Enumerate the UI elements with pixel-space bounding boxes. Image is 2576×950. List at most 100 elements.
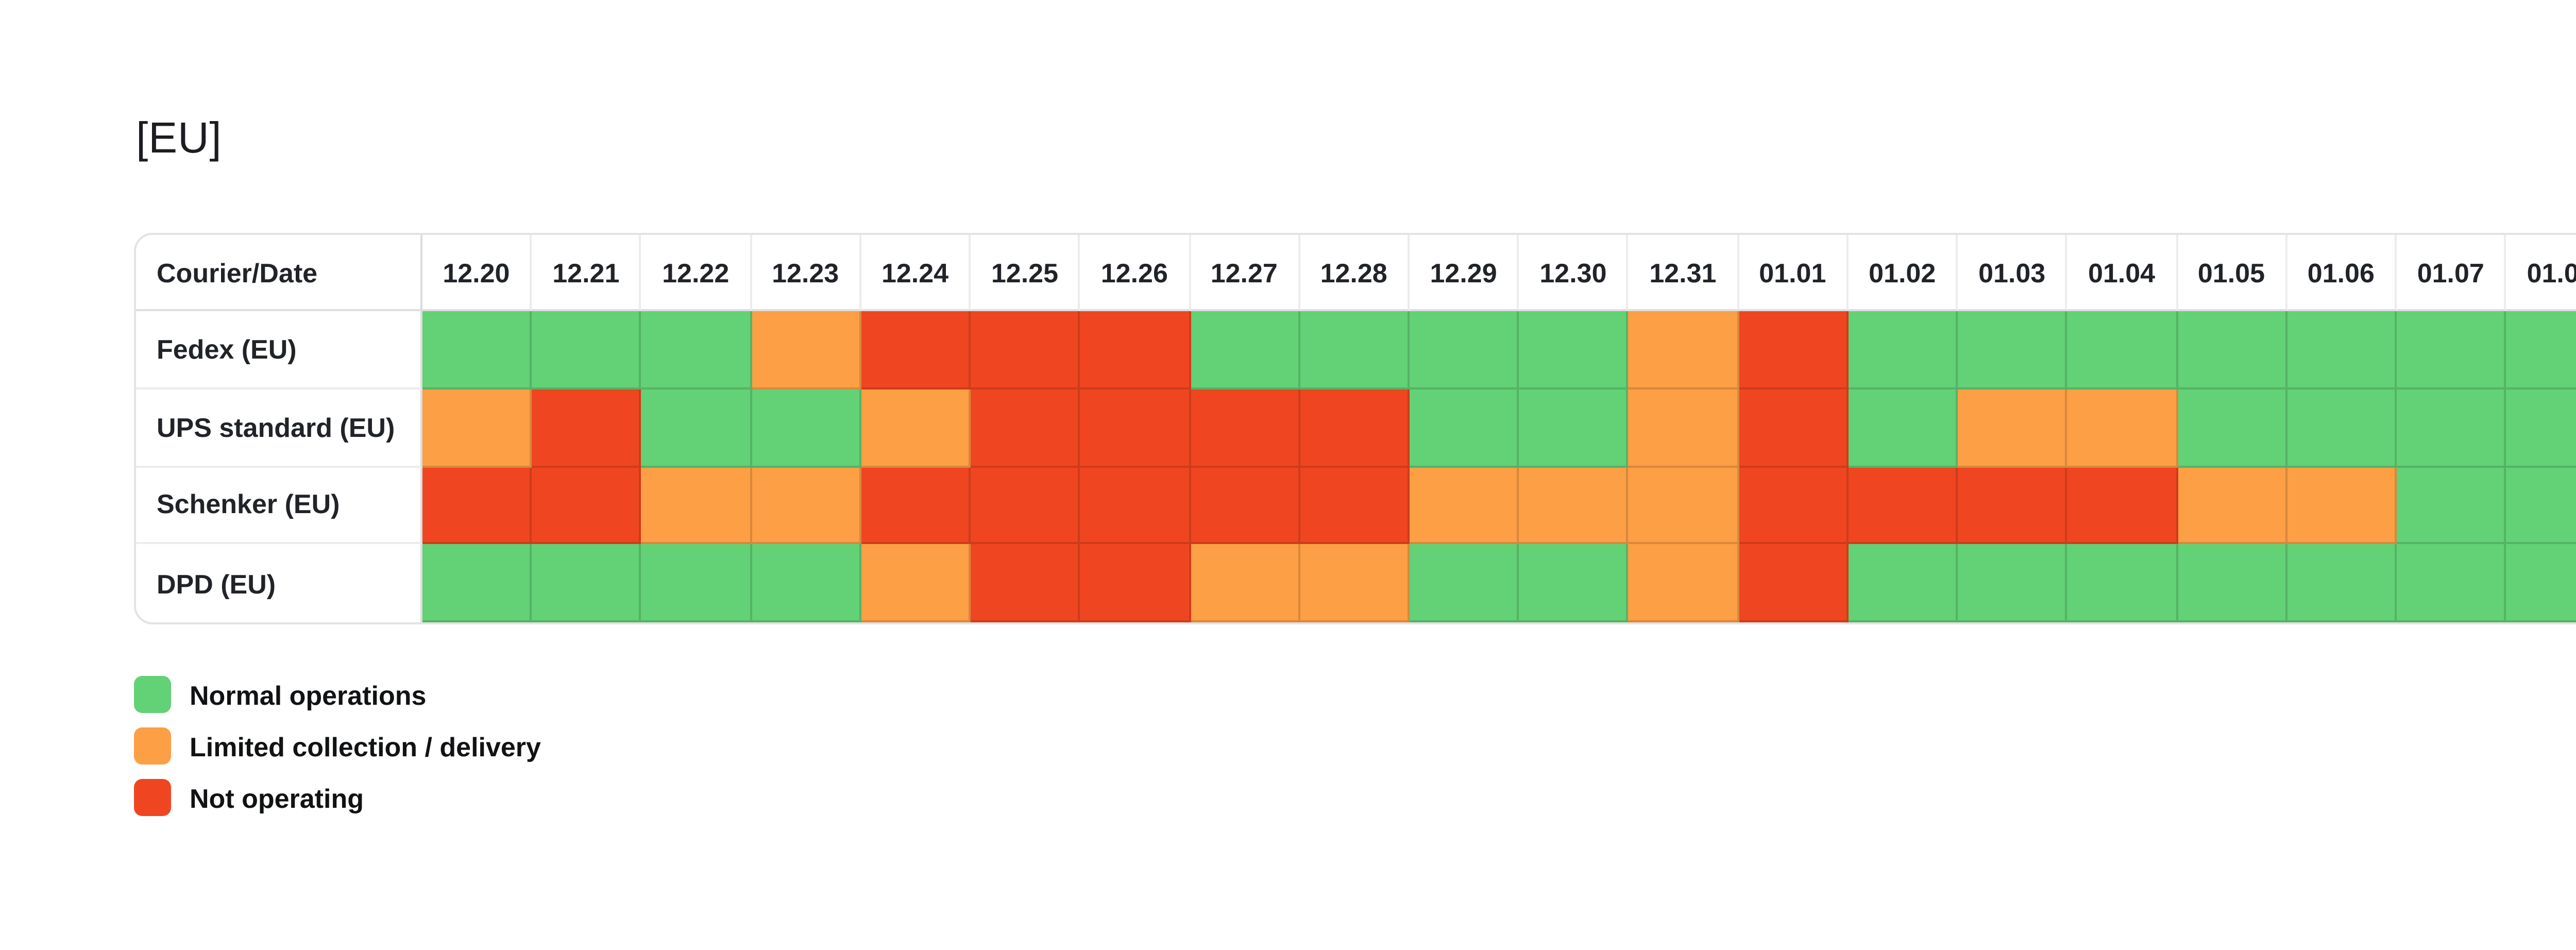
status-cell-normal <box>1519 389 1629 467</box>
column-header-date: 12.29 <box>1410 235 1520 311</box>
legend: Normal operations Limited collection / de… <box>134 676 541 816</box>
status-cell-normal <box>1410 389 1520 467</box>
status-cell-limited <box>1410 467 1520 545</box>
status-cell-not <box>422 467 532 545</box>
status-cell-normal <box>2287 545 2397 622</box>
status-cell-normal <box>2177 389 2287 467</box>
status-cell-not <box>1300 467 1410 545</box>
status-cell-normal <box>1410 311 1520 389</box>
status-cell-normal <box>2506 545 2576 622</box>
page-title: [EU] <box>136 115 222 163</box>
status-cell-limited <box>1629 311 1739 389</box>
status-cell-normal <box>1519 545 1629 622</box>
legend-item: Not operating <box>134 779 541 816</box>
status-cell-normal <box>1848 389 1958 467</box>
status-cell-normal <box>1190 311 1300 389</box>
column-header-date: 12.31 <box>1629 235 1739 311</box>
column-header-date: 01.08 <box>2506 235 2576 311</box>
status-cell-not <box>1738 389 1849 467</box>
row-label-courier: Schenker (EU) <box>136 467 422 545</box>
status-cell-limited <box>1629 389 1739 467</box>
status-cell-normal <box>2177 311 2287 389</box>
status-cell-not <box>532 389 642 467</box>
status-cell-limited <box>1300 545 1410 622</box>
status-cell-limited <box>751 311 861 389</box>
status-cell-normal <box>2397 545 2507 622</box>
status-cell-normal <box>1848 311 1958 389</box>
status-cell-normal <box>2506 467 2576 545</box>
status-cell-limited <box>641 467 752 545</box>
status-cell-not <box>1190 467 1300 545</box>
status-cell-limited <box>1958 389 2068 467</box>
courier-status-table: Courier/Date 12.20 12.21 12.22 12.23 12.24 12.… <box>134 233 2576 624</box>
status-cell-not <box>1080 311 1191 389</box>
status-cell-not <box>1738 311 1849 389</box>
status-cell-normal <box>2506 389 2576 467</box>
status-cell-normal <box>2067 311 2178 389</box>
column-header-date: 12.26 <box>1080 235 1191 311</box>
column-header-courier-date: Courier/Date <box>136 235 422 311</box>
status-cell-normal <box>1410 545 1520 622</box>
status-cell-normal <box>751 545 861 622</box>
status-cell-not <box>1738 545 1849 622</box>
status-cell-limited <box>1519 467 1629 545</box>
row-label-courier: DPD (EU) <box>136 545 422 622</box>
status-cell-limited <box>2287 467 2397 545</box>
status-cell-normal <box>2397 311 2507 389</box>
status-cell-not <box>1080 545 1191 622</box>
status-cell-normal <box>641 311 752 389</box>
status-cell-normal <box>422 311 532 389</box>
status-cell-normal <box>1848 545 1958 622</box>
status-cell-normal <box>1519 311 1629 389</box>
status-cell-limited <box>1629 545 1739 622</box>
column-header-date: 12.23 <box>751 235 861 311</box>
status-cell-normal <box>532 311 642 389</box>
column-header-date: 12.24 <box>861 235 971 311</box>
legend-label: Limited collection / delivery <box>190 731 541 761</box>
status-cell-not <box>1958 467 2068 545</box>
status-cell-normal <box>2397 389 2507 467</box>
column-header-date: 12.21 <box>532 235 642 311</box>
status-cell-normal <box>1300 311 1410 389</box>
status-cell-normal <box>1958 545 2068 622</box>
status-cell-limited <box>422 389 532 467</box>
status-cell-normal <box>2287 311 2397 389</box>
status-cell-not <box>532 467 642 545</box>
status-cell-normal <box>2397 467 2507 545</box>
column-header-date: 01.06 <box>2287 235 2397 311</box>
status-cell-not <box>2067 467 2178 545</box>
status-cell-normal <box>641 389 752 467</box>
column-header-date: 12.28 <box>1300 235 1410 311</box>
status-cell-normal <box>641 545 752 622</box>
status-cell-normal <box>2287 389 2397 467</box>
status-cell-normal <box>1958 311 2068 389</box>
status-cell-normal <box>2177 545 2287 622</box>
status-cell-limited <box>861 545 971 622</box>
column-header-date: 12.27 <box>1190 235 1300 311</box>
legend-item: Normal operations <box>134 676 541 713</box>
column-header-date: 01.05 <box>2177 235 2287 311</box>
legend-swatch-normal <box>134 676 171 713</box>
status-cell-limited <box>751 467 861 545</box>
status-cell-not <box>861 467 971 545</box>
status-cell-not <box>971 545 1081 622</box>
status-cell-not <box>861 311 971 389</box>
status-cell-not <box>971 389 1081 467</box>
status-cell-limited <box>2177 467 2287 545</box>
status-cell-not <box>1848 467 1958 545</box>
column-header-date: 12.30 <box>1519 235 1629 311</box>
status-cell-limited <box>861 389 971 467</box>
status-cell-normal <box>532 545 642 622</box>
status-cell-limited <box>2067 389 2178 467</box>
row-label-courier: UPS standard (EU) <box>136 389 422 467</box>
column-header-date: 12.20 <box>422 235 532 311</box>
status-cell-normal <box>2506 311 2576 389</box>
column-header-date: 12.25 <box>971 235 1081 311</box>
status-cell-not <box>971 311 1081 389</box>
status-cell-not <box>1080 467 1191 545</box>
column-header-date: 01.01 <box>1738 235 1849 311</box>
status-cell-normal <box>751 389 861 467</box>
status-cell-limited <box>1190 545 1300 622</box>
status-cell-normal <box>422 545 532 622</box>
